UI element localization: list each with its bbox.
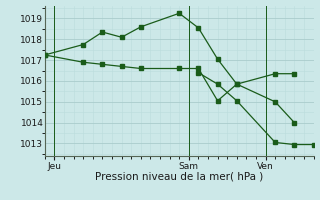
X-axis label: Pression niveau de la mer( hPa ): Pression niveau de la mer( hPa ) — [95, 172, 263, 182]
